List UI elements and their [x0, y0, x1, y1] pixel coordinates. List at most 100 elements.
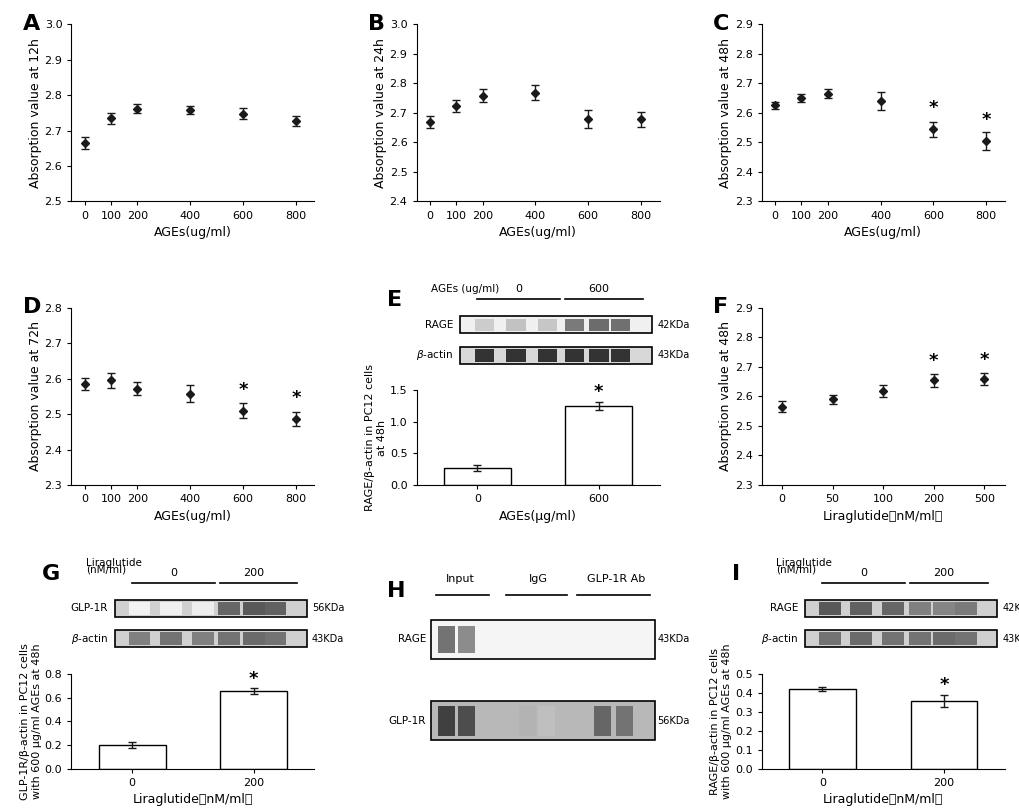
FancyBboxPatch shape [881, 633, 903, 646]
FancyBboxPatch shape [908, 633, 929, 646]
Text: 43KDa: 43KDa [312, 633, 344, 644]
FancyBboxPatch shape [565, 319, 584, 331]
FancyBboxPatch shape [589, 349, 608, 362]
FancyBboxPatch shape [954, 602, 976, 615]
FancyBboxPatch shape [818, 633, 840, 646]
Text: 43KDa: 43KDa [656, 634, 689, 644]
Text: *: * [980, 111, 990, 129]
Text: D: D [22, 297, 41, 317]
X-axis label: AGEs(ug/ml): AGEs(ug/ml) [498, 226, 577, 239]
FancyBboxPatch shape [458, 706, 475, 735]
X-axis label: AGEs(ug/ml): AGEs(ug/ml) [154, 226, 231, 239]
Text: *: * [978, 351, 988, 369]
Text: *: * [290, 389, 301, 407]
Text: IgG: IgG [528, 574, 547, 584]
FancyBboxPatch shape [458, 625, 475, 653]
X-axis label: AGEs(ug/ml): AGEs(ug/ml) [844, 226, 921, 239]
Text: H: H [387, 581, 406, 601]
FancyBboxPatch shape [932, 602, 954, 615]
FancyBboxPatch shape [243, 633, 264, 646]
FancyBboxPatch shape [593, 706, 610, 735]
FancyBboxPatch shape [115, 599, 307, 617]
FancyBboxPatch shape [475, 319, 494, 331]
Text: *: * [249, 670, 258, 688]
FancyBboxPatch shape [932, 633, 954, 646]
FancyBboxPatch shape [954, 633, 976, 646]
Text: AGEs (ug/ml): AGEs (ug/ml) [431, 285, 499, 294]
FancyBboxPatch shape [192, 602, 213, 615]
Text: 200: 200 [932, 568, 954, 578]
FancyBboxPatch shape [850, 602, 871, 615]
Text: 600: 600 [588, 285, 608, 294]
FancyBboxPatch shape [610, 349, 630, 362]
Text: $\beta$-actin: $\beta$-actin [760, 632, 797, 646]
Text: C: C [712, 14, 729, 34]
Text: 43KDa: 43KDa [656, 350, 689, 360]
FancyBboxPatch shape [589, 319, 608, 331]
Text: 56KDa: 56KDa [656, 716, 689, 726]
Text: *: * [928, 352, 937, 370]
Bar [910, 701, 976, 769]
Text: GLP-1R Ab: GLP-1R Ab [586, 574, 644, 584]
Y-axis label: GLP-1R/β-actin in PC12 cells
with 600 μg/ml AGEs at 48h: GLP-1R/β-actin in PC12 cells with 600 μg… [20, 643, 42, 799]
Text: 43KDa: 43KDa [1002, 633, 1019, 644]
Text: B: B [368, 14, 384, 34]
FancyBboxPatch shape [460, 347, 651, 364]
FancyBboxPatch shape [264, 602, 286, 615]
Y-axis label: Absorption value at 48h: Absorption value at 48h [718, 38, 732, 188]
FancyBboxPatch shape [128, 633, 150, 646]
FancyBboxPatch shape [850, 633, 871, 646]
FancyBboxPatch shape [475, 349, 494, 362]
Y-axis label: RAGE/β-actin in PC12 cells
at 48h: RAGE/β-actin in PC12 cells at 48h [365, 364, 387, 511]
Text: *: * [927, 100, 937, 117]
FancyBboxPatch shape [160, 633, 181, 646]
Text: GLP-1R: GLP-1R [388, 716, 426, 726]
Text: RAGE: RAGE [424, 320, 452, 330]
FancyBboxPatch shape [160, 602, 181, 615]
FancyBboxPatch shape [538, 319, 557, 331]
Text: F: F [712, 297, 728, 317]
Text: I: I [732, 564, 740, 584]
Text: 0: 0 [170, 568, 177, 578]
FancyBboxPatch shape [818, 602, 840, 615]
FancyBboxPatch shape [128, 602, 150, 615]
FancyBboxPatch shape [506, 319, 526, 331]
Text: *: * [238, 380, 248, 399]
Bar [443, 468, 511, 485]
X-axis label: AGEs(μg/ml): AGEs(μg/ml) [498, 510, 577, 523]
Text: Liraglutide: Liraglutide [86, 558, 142, 568]
X-axis label: AGEs(ug/ml): AGEs(ug/ml) [154, 510, 231, 523]
Text: G: G [42, 564, 60, 584]
Y-axis label: RAGE/β-actin in PC12 cells
with 600 μg/ml AGEs at 48h: RAGE/β-actin in PC12 cells with 600 μg/m… [710, 643, 732, 799]
Text: 42KDa: 42KDa [1002, 604, 1019, 613]
Bar [220, 691, 286, 769]
Text: *: * [593, 383, 603, 401]
FancyBboxPatch shape [506, 349, 526, 362]
Bar [565, 406, 632, 485]
Text: RAGE: RAGE [769, 604, 797, 613]
Text: $\beta$-actin: $\beta$-actin [70, 632, 108, 646]
Text: (nM/ml): (nM/ml) [86, 565, 126, 574]
FancyBboxPatch shape [431, 620, 654, 659]
Y-axis label: Absorption value at 24h: Absorption value at 24h [374, 38, 386, 188]
FancyBboxPatch shape [881, 602, 903, 615]
Text: 0: 0 [859, 568, 866, 578]
FancyBboxPatch shape [192, 633, 213, 646]
FancyBboxPatch shape [438, 706, 454, 735]
Text: *: * [938, 676, 948, 693]
Text: (nM/ml): (nM/ml) [775, 565, 815, 574]
Text: 56KDa: 56KDa [312, 604, 344, 613]
FancyBboxPatch shape [615, 706, 632, 735]
Text: RAGE: RAGE [397, 634, 426, 644]
Text: GLP-1R: GLP-1R [70, 604, 108, 613]
Text: $\beta$-actin: $\beta$-actin [416, 348, 452, 362]
Text: Input: Input [445, 574, 474, 584]
Bar [789, 689, 855, 769]
FancyBboxPatch shape [805, 599, 997, 617]
Text: 0: 0 [515, 285, 522, 294]
Y-axis label: Absorption value at 48h: Absorption value at 48h [718, 321, 732, 472]
FancyBboxPatch shape [805, 630, 997, 647]
FancyBboxPatch shape [610, 319, 630, 331]
FancyBboxPatch shape [438, 625, 454, 653]
X-axis label: Liraglutide（nM/ml）: Liraglutide（nM/ml） [822, 793, 943, 806]
